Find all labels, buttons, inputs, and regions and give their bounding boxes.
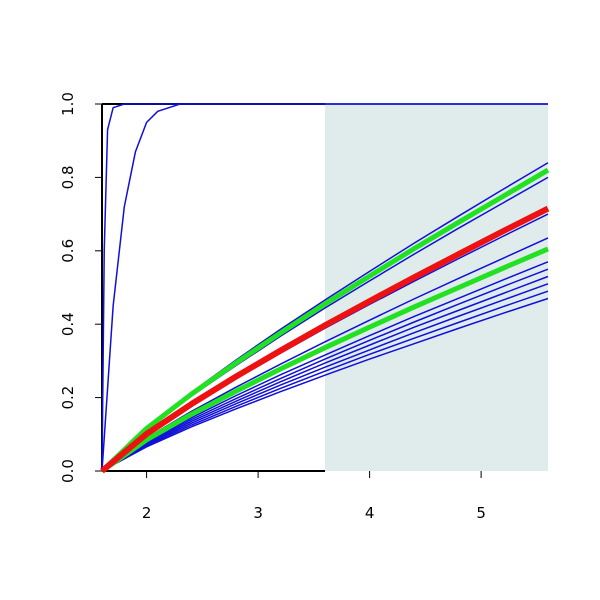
x-tick-label: 3: [253, 504, 263, 522]
y-tick-label: 0.6: [59, 239, 77, 263]
x-tick-label: 4: [365, 504, 375, 522]
series-line: [100, 167, 550, 473]
x-tick-label: 2: [142, 504, 152, 522]
series-line: [101, 297, 549, 472]
series-line: [101, 290, 549, 472]
y-tick-label: 0.8: [59, 165, 77, 189]
shaded-region: [325, 104, 548, 471]
series-line: [101, 268, 549, 472]
series-line: [100, 246, 549, 474]
series-line: [100, 205, 550, 474]
x-tick-label: 5: [476, 504, 486, 522]
series-line: [101, 103, 548, 472]
series-line: [101, 283, 549, 472]
y-tick-label: 0.2: [59, 386, 77, 410]
y-tick-label: 0.4: [59, 312, 77, 336]
y-tick-label: 1.0: [59, 92, 77, 116]
series-line: [101, 275, 549, 472]
y-tick-label: 0.0: [59, 459, 77, 483]
